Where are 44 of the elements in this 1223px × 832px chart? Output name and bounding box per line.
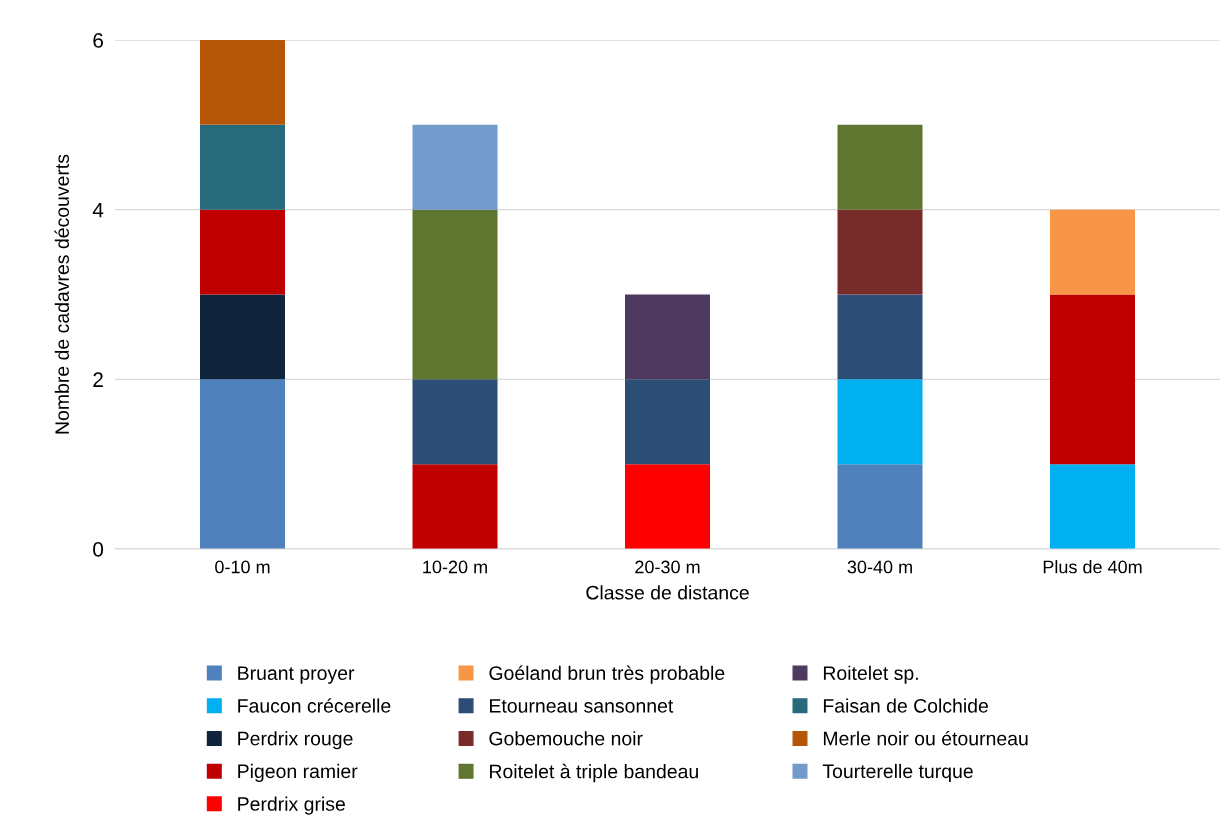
- bar: [1050, 209, 1135, 295]
- legend-label: Faucon crécerelle: [238, 698, 391, 713]
- legend-label: Bruant proyer: [238, 666, 355, 684]
- bar: [837, 379, 923, 465]
- x-axis-title: Classe de distance: [586, 585, 749, 600]
- bar: [412, 464, 498, 549]
- y-tick-label: 6: [93, 33, 103, 48]
- legend-label: Roitelet à triple bandeau: [490, 763, 698, 783]
- y-axis-title: Nombre de cadavres découverts: [54, 154, 70, 434]
- bar: [625, 294, 710, 380]
- bar: [412, 209, 498, 380]
- bar: [837, 209, 923, 295]
- x-tick-label: 0-10 m: [215, 560, 270, 574]
- bar: [412, 379, 498, 465]
- legend-label: Roitelet sp.: [823, 665, 918, 684]
- legend-label: Perdrix rouge: [238, 731, 353, 750]
- bar: [200, 294, 285, 380]
- bar: [625, 464, 710, 549]
- y-tick-label: 2: [93, 372, 103, 387]
- x-tick-label: 30-40 m: [847, 560, 912, 574]
- legend-label: Perdrix grise: [238, 796, 345, 815]
- bar: [200, 379, 285, 549]
- bar: [625, 379, 710, 465]
- bar: [1050, 464, 1135, 549]
- bar: [1050, 294, 1135, 465]
- legend-label: Faisan de Colchide: [823, 698, 988, 713]
- y-tick-label: 0: [93, 542, 104, 557]
- legend-label: Merle noir ou étourneau: [823, 730, 1028, 746]
- x-tick-label: 20-30 m: [635, 560, 700, 574]
- legend-label: Goéland brun très probable: [489, 665, 725, 684]
- y-tick-label: 4: [92, 202, 104, 218]
- legend-label: Pigeon ramier: [238, 763, 358, 782]
- bar: [837, 464, 923, 549]
- bar: [200, 209, 285, 295]
- x-tick-label: 10-20 m: [423, 560, 487, 574]
- bar: [837, 294, 923, 380]
- bar: [837, 124, 923, 210]
- legend-label: Tourterelle turque: [822, 763, 973, 782]
- legend-label: Etourneau sansonnet: [490, 699, 674, 713]
- legend-label: Gobemouche noir: [489, 731, 643, 746]
- x-tick-label: Plus de 40m: [1043, 560, 1142, 574]
- bar: [412, 124, 498, 210]
- bar: [200, 40, 285, 125]
- bar: [200, 124, 285, 210]
